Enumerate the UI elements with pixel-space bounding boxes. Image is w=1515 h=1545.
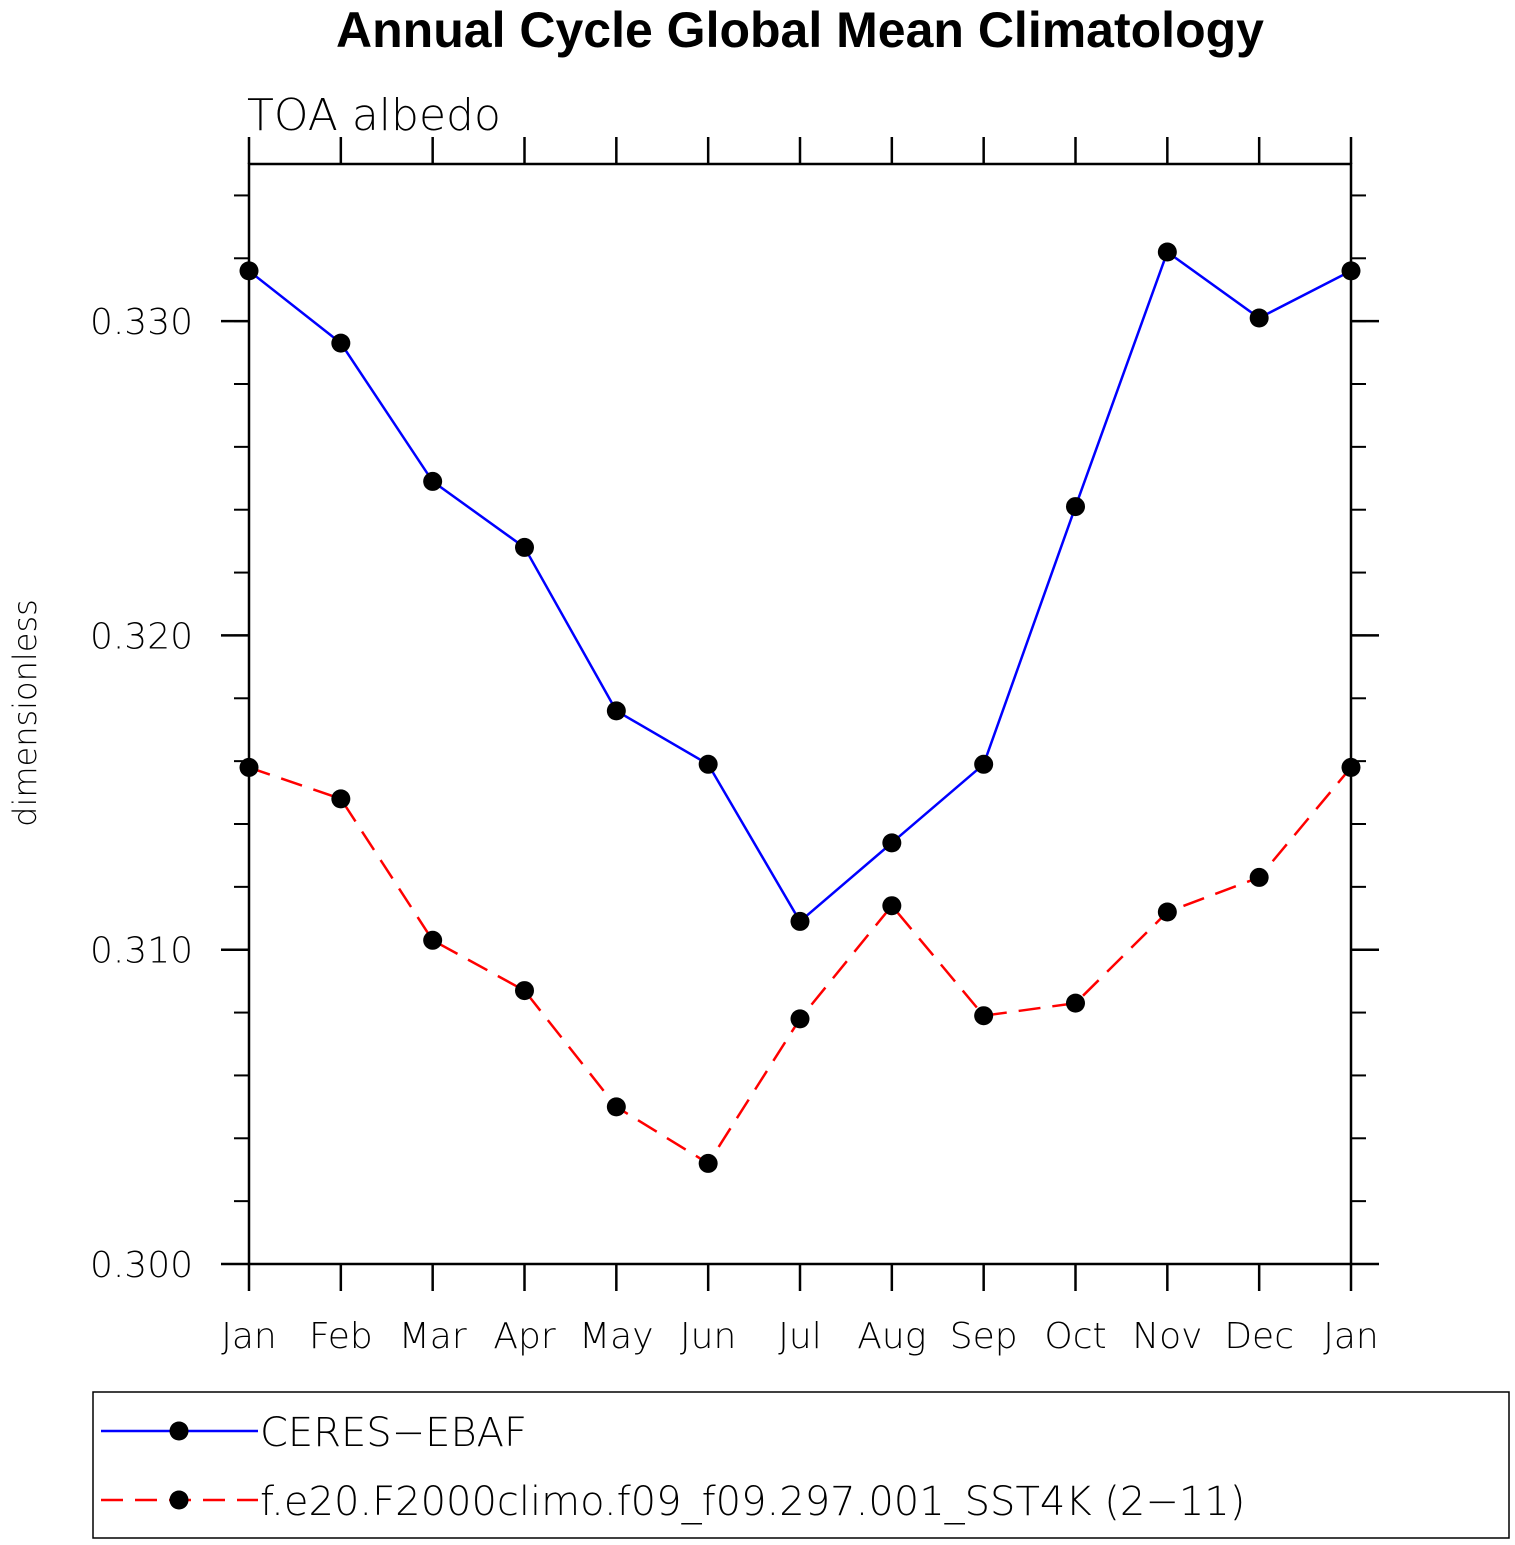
chart-title: Annual Cycle Global Mean Climatology — [336, 2, 1264, 58]
x-tick-labels: Jan Feb Mar Apr May Jun Jul Aug Sep Oct Nov Dec Jan — [221, 1316, 1379, 1357]
data-point — [239, 261, 259, 281]
legend-marker — [169, 1421, 189, 1441]
data-point — [1066, 497, 1085, 517]
x-tick-label: Nov — [1132, 1316, 1202, 1357]
data-point — [1157, 242, 1177, 262]
data-point — [698, 754, 718, 774]
data-point — [882, 833, 902, 853]
legend-box — [92, 1391, 1510, 1539]
legend-marker — [169, 1490, 189, 1510]
x-tick-label: Aug — [857, 1316, 926, 1357]
y-tick-label: 0.320 — [90, 616, 193, 657]
data-point — [1341, 757, 1361, 777]
legend-label: f.e20.F2000climo.f09_f09.297.001_SST4K (… — [260, 1479, 1245, 1525]
series-group — [239, 242, 1361, 1173]
x-tick-label: Jan — [221, 1316, 277, 1357]
data-point — [331, 333, 351, 353]
data-point — [1066, 993, 1085, 1013]
data-point — [423, 471, 443, 491]
data-point — [790, 1009, 810, 1029]
data-point — [331, 789, 351, 809]
x-tick-label: Feb — [309, 1316, 373, 1357]
plot-frame — [247, 162, 1353, 1266]
data-point — [698, 1153, 718, 1173]
x-tick-label: Jul — [778, 1316, 821, 1357]
x-tick-label: Jun — [680, 1316, 736, 1357]
data-point — [515, 981, 534, 1001]
x-tick-label: Sep — [950, 1316, 1018, 1357]
data-point — [790, 911, 810, 931]
y-tick-label: 0.300 — [90, 1245, 193, 1286]
data-point — [1249, 308, 1269, 328]
data-point — [974, 1006, 994, 1026]
chart-subtitle: TOA albedo — [247, 90, 501, 141]
x-tick-label: Dec — [1224, 1316, 1294, 1357]
y-tick-label: 0.330 — [90, 302, 193, 343]
x-tick-label: Mar — [399, 1316, 467, 1357]
data-point — [606, 701, 626, 721]
series-line — [248, 250, 1352, 924]
data-point — [239, 757, 259, 777]
data-point — [1249, 867, 1269, 887]
x-tick-label: Apr — [493, 1316, 555, 1357]
data-point — [606, 1097, 626, 1117]
data-point — [882, 896, 902, 916]
x-tick-label: May — [579, 1316, 653, 1357]
data-point — [515, 537, 534, 557]
data-point — [1157, 902, 1177, 922]
data-point — [423, 930, 443, 950]
y-tick-label: 0.310 — [90, 931, 193, 972]
legend: CERES−EBAF f.e20.F2000climo.f09_f09.297.0… — [92, 1391, 1510, 1539]
data-point — [1341, 261, 1361, 281]
y-tick-labels: 0.300 0.310 0.320 0.330 — [90, 302, 193, 1286]
y-axis-label: dimensionless — [6, 599, 44, 827]
x-tick-label: Oct — [1044, 1316, 1106, 1357]
legend-label: CERES−EBAF — [260, 1410, 527, 1456]
data-point — [974, 754, 994, 774]
series-line — [248, 766, 1352, 1166]
axis-ticks — [221, 137, 1379, 1291]
x-tick-label: Jan — [1323, 1316, 1379, 1357]
